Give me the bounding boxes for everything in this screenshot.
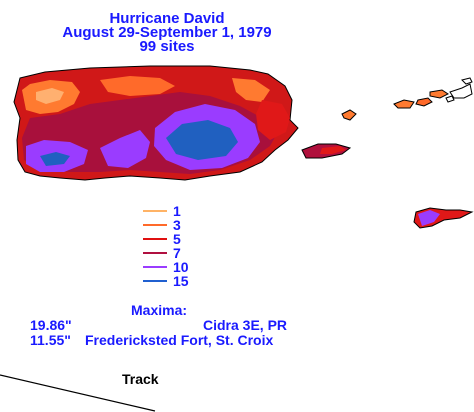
legend-swatch-1	[143, 210, 167, 212]
rain-zone-10in-central	[100, 130, 150, 168]
legend-label-7: 7	[173, 245, 181, 261]
legend-item-5: 5	[143, 231, 181, 247]
legend-item-3: 3	[143, 217, 181, 233]
legend-label-10: 10	[173, 259, 189, 275]
site-count: 99 sites	[139, 38, 195, 55]
st-john-island	[415, 97, 433, 107]
maxima-heading: Maxima:	[131, 302, 188, 318]
legend-swatch-10	[143, 266, 167, 268]
legend-swatch-5	[143, 238, 167, 240]
tortola-island	[429, 89, 449, 99]
legend-item-15: 15	[143, 273, 189, 289]
legend-label-1: 1	[173, 203, 181, 219]
date-range: August 29-September 1, 1979	[62, 24, 272, 41]
maxima-location-1: Cidra 3E, PR	[203, 317, 288, 333]
rain-zone-15in-west	[40, 152, 70, 166]
legend-item-7: 7	[143, 245, 181, 261]
legend-label-3: 3	[173, 217, 181, 233]
rain-zone-5in-east	[256, 100, 290, 140]
hurricane-track-line	[0, 374, 156, 412]
virgin-gorda-outline	[449, 83, 473, 99]
legend-swatch-15	[143, 280, 167, 282]
vieques-red-zone	[320, 146, 346, 154]
maxima-location-2: Fredericksted Fort, St. Croix	[85, 332, 274, 348]
legend-swatch-7	[143, 252, 167, 254]
legend-swatch-3	[143, 224, 167, 226]
map-title: Hurricane David	[109, 10, 225, 27]
small-cay-outline	[461, 77, 473, 85]
rain-zone-3in-north	[100, 76, 175, 96]
legend-label-5: 5	[173, 231, 181, 247]
rain-zone-15in-east	[166, 120, 238, 160]
legend-item-1: 1	[143, 203, 181, 219]
rain-zone-1in-west	[36, 88, 64, 104]
legend-label-15: 15	[173, 273, 189, 289]
st-thomas-island	[393, 99, 415, 109]
maxima-value-2: 11.55"	[30, 332, 71, 348]
rain-zone-3in-northeast	[232, 78, 270, 102]
legend-item-10: 10	[143, 259, 189, 275]
st-croix-purple-zone	[418, 210, 440, 226]
maxima-value-1: 19.86"	[30, 317, 72, 333]
track-label: Track	[122, 371, 159, 387]
small-cay-outline-2	[445, 95, 455, 103]
culebra-island	[341, 109, 357, 121]
